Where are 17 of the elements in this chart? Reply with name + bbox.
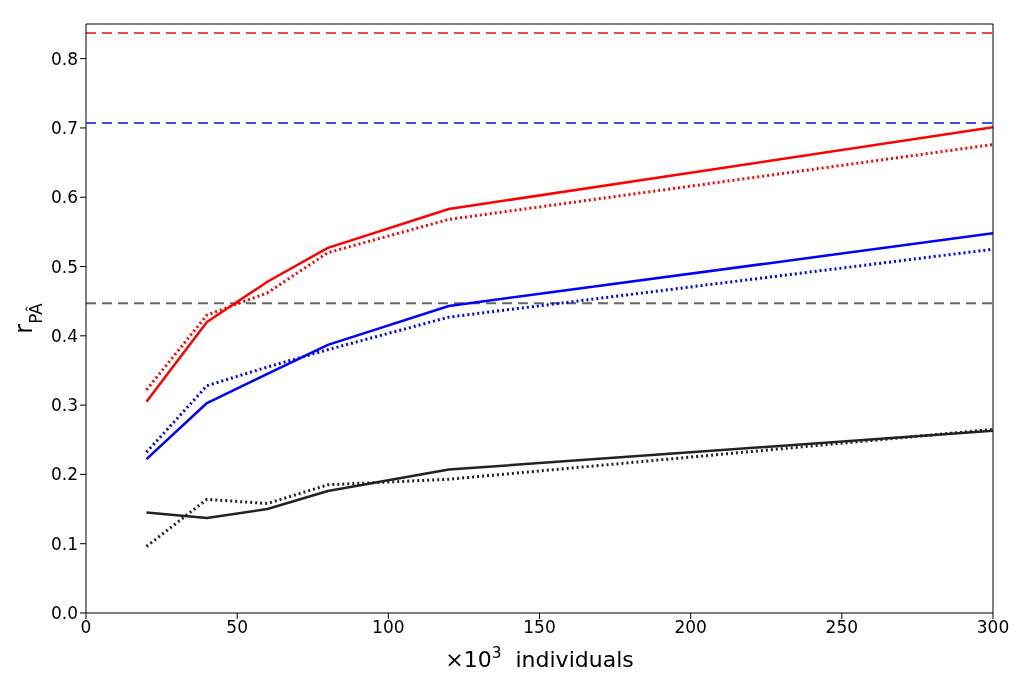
y-tick-label: 0.7 <box>50 117 78 138</box>
x-axis-title: ×10$^{3}$ individuals <box>445 644 634 672</box>
x-tick-label: 50 <box>226 617 248 638</box>
y-tick-label: 0.2 <box>50 464 78 485</box>
x-tick-label: 150 <box>523 617 556 638</box>
y-tick-label: 0.4 <box>50 325 78 346</box>
x-tick-label: 100 <box>372 617 405 638</box>
x-tick-label: 250 <box>825 617 859 638</box>
y-tick-label: 0.3 <box>50 395 78 416</box>
x-tick-label: 0 <box>80 617 92 638</box>
x-tick-label: 200 <box>674 617 707 638</box>
y-tick-label: 0.6 <box>50 187 78 208</box>
y-tick-label: 0.1 <box>50 533 78 554</box>
y-tick-label: 0.8 <box>50 48 78 69</box>
y-tick-label: 0.0 <box>50 603 78 624</box>
y-tick-label: 0.5 <box>50 256 78 277</box>
x-tick-label: 300 <box>976 617 1010 638</box>
